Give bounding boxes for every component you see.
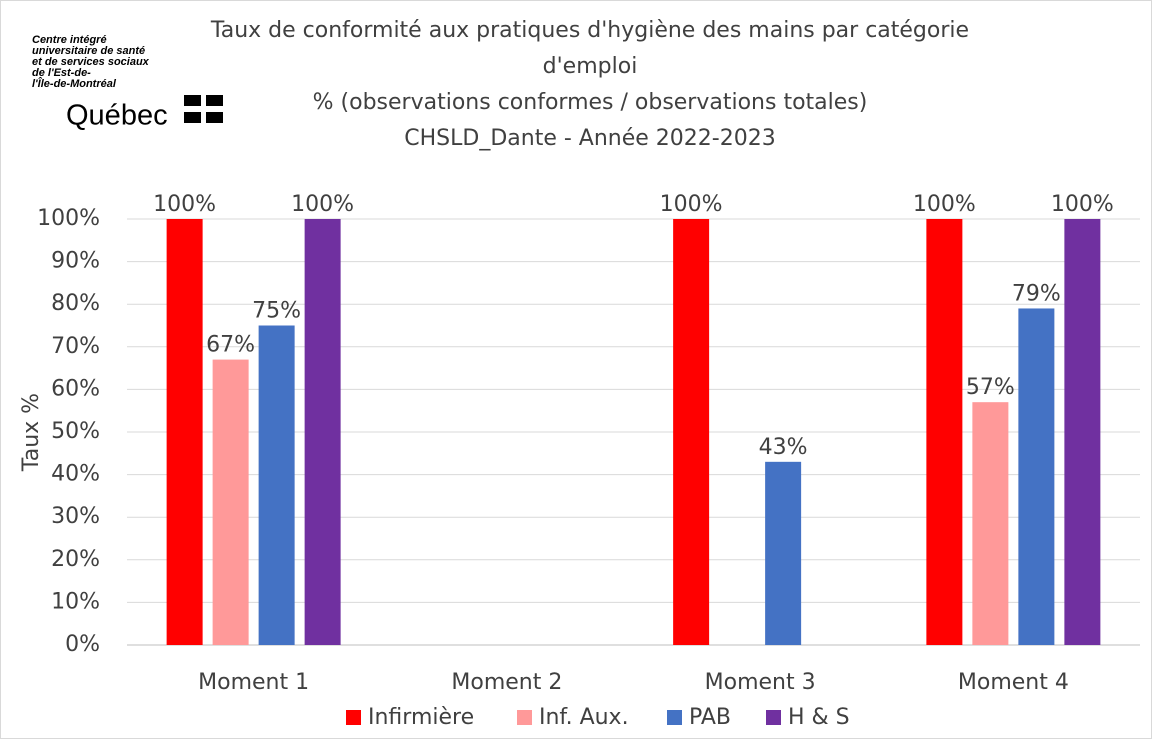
legend-label: Inf. Aux. (539, 705, 629, 730)
logo-flag (184, 112, 201, 123)
bar (972, 402, 1009, 645)
logo-line: l'Île-de-Montréal (32, 77, 117, 90)
legend-swatch (667, 710, 682, 725)
legend-label: H & S (788, 705, 850, 730)
logo-line: et de services sociaux (32, 56, 150, 68)
y-tick-label: 70% (51, 334, 100, 359)
y-tick-label: 80% (51, 291, 100, 316)
legend-swatch (517, 710, 532, 725)
legend-swatch (346, 710, 361, 725)
data-label: 43% (759, 435, 808, 460)
logo-line: Centre intégré (32, 34, 107, 46)
bar (258, 325, 295, 645)
chart-subtitle: % (observations conformes / observations… (313, 90, 868, 115)
data-label: 75% (252, 299, 301, 324)
y-tick-label: 10% (51, 589, 100, 614)
data-label: 100% (1051, 192, 1114, 217)
logo-flag (206, 95, 223, 106)
legend-label: Infirmière (368, 705, 474, 730)
y-tick-label: 30% (51, 504, 100, 529)
legend-label: PAB (689, 705, 731, 730)
data-label: 100% (291, 192, 354, 217)
bar (166, 219, 203, 645)
bar (765, 461, 802, 645)
bar (673, 219, 710, 645)
x-tick-label: Moment 1 (198, 670, 309, 695)
data-label: 79% (1012, 281, 1061, 306)
y-axis-label: Taux % (19, 393, 44, 472)
data-label: 67% (206, 333, 255, 358)
x-tick-label: Moment 2 (451, 670, 562, 695)
bar (1064, 219, 1101, 645)
logo-brand: Québec (66, 100, 168, 132)
y-tick-label: 50% (51, 419, 100, 444)
data-label: 100% (660, 192, 723, 217)
y-tick-label: 60% (51, 376, 100, 401)
logo-line: de l'Est-de- (32, 67, 91, 79)
data-label: 100% (913, 192, 976, 217)
logo-line: universitaire de santé (32, 45, 145, 57)
y-tick-label: 20% (51, 547, 100, 572)
data-label: 57% (966, 375, 1015, 400)
y-tick-label: 100% (37, 206, 100, 231)
y-tick-label: 40% (51, 462, 100, 487)
bar (926, 219, 963, 645)
logo: Centre intégré universitaire de santé et… (32, 34, 223, 132)
bar (304, 219, 341, 645)
bar (1018, 308, 1055, 645)
x-tick-label: Moment 3 (705, 670, 816, 695)
logo-flag (206, 112, 223, 123)
bar (212, 359, 249, 645)
logo-flag (184, 95, 201, 106)
x-tick-label: Moment 4 (958, 670, 1069, 695)
chart-title: d'emploi (543, 54, 638, 79)
y-tick-label: 0% (65, 632, 100, 657)
chart-title: Taux de conformité aux pratiques d'hygiè… (210, 18, 969, 43)
legend-swatch (766, 710, 781, 725)
chart-subtitle: CHSLD_Dante - Année 2022-2023 (404, 126, 775, 151)
data-label: 100% (153, 192, 216, 217)
y-tick-label: 90% (51, 249, 100, 274)
